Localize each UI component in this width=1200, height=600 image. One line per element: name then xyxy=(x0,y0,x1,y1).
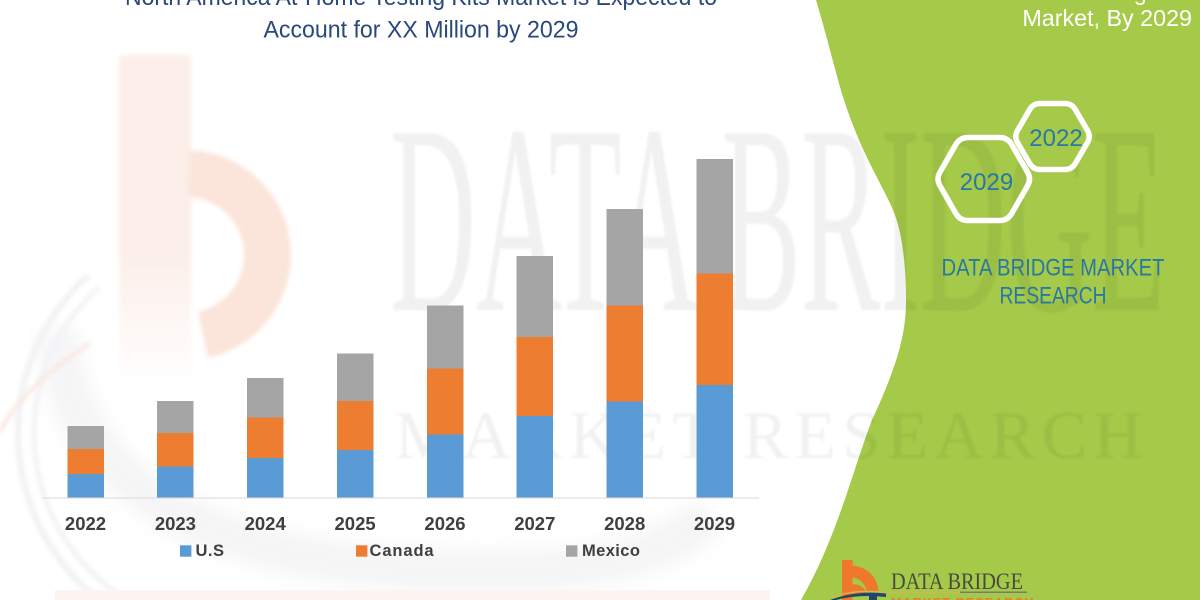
svg-text:2028: 2028 xyxy=(604,513,645,534)
svg-text:Account for XX Million by 2029: Account for XX Million by 2029 xyxy=(264,17,579,44)
svg-text:North America At-Home Testing: North America At-Home Testing Kits Marke… xyxy=(125,0,717,11)
svg-text:2025: 2025 xyxy=(335,513,376,534)
svg-text:2029: 2029 xyxy=(694,513,735,534)
svg-text:Canada: Canada xyxy=(370,542,435,560)
svg-text:North America At-Home Testing: North America At-Home Testing Kits xyxy=(822,0,1192,5)
svg-text:2029: 2029 xyxy=(960,169,1013,196)
svg-text:2022: 2022 xyxy=(1029,125,1082,152)
svg-text:DATA BRIDGE MARKET: DATA BRIDGE MARKET xyxy=(942,254,1165,281)
svg-text:DATA BRIDGE: DATA BRIDGE xyxy=(891,569,1023,594)
svg-text:RESEARCH: RESEARCH xyxy=(1000,283,1107,310)
svg-text:2023: 2023 xyxy=(155,513,196,534)
svg-text:Market, By 2029: Market, By 2029 xyxy=(1022,5,1192,31)
svg-text:2022: 2022 xyxy=(65,513,106,534)
svg-text:U.S: U.S xyxy=(196,542,225,560)
svg-text:2026: 2026 xyxy=(424,513,465,534)
svg-text:MARKET RESEARCH: MARKET RESEARCH xyxy=(891,596,1035,600)
svg-text:MARKET RESEARCH: MARKET RESEARCH xyxy=(395,397,1149,473)
svg-text:2027: 2027 xyxy=(514,513,555,534)
svg-text:2024: 2024 xyxy=(245,513,287,534)
svg-text:Mexico: Mexico xyxy=(582,542,640,560)
